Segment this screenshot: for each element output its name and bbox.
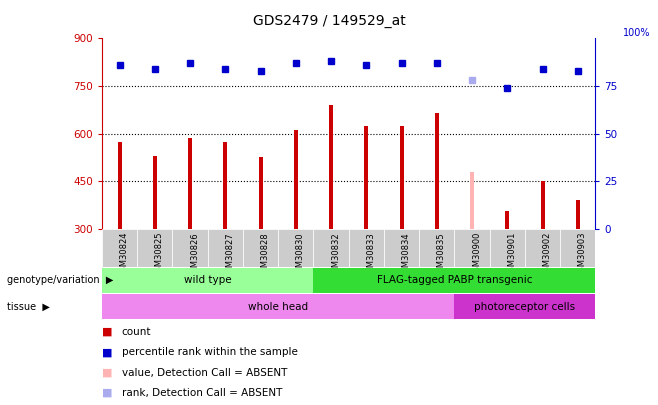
Text: GSM30834: GSM30834	[401, 232, 411, 277]
Bar	[365, 126, 368, 229]
Bar	[138, 229, 172, 267]
Text: GSM30826: GSM30826	[190, 232, 199, 277]
Bar	[490, 229, 525, 267]
Text: genotype/variation  ▶: genotype/variation ▶	[7, 275, 113, 286]
Bar	[293, 130, 298, 229]
Bar	[384, 229, 419, 267]
Bar	[435, 113, 439, 229]
Bar	[349, 229, 384, 267]
Bar	[208, 229, 243, 267]
Text: photoreceptor cells: photoreceptor cells	[474, 302, 576, 312]
Bar	[399, 126, 404, 229]
Text: ■: ■	[102, 388, 113, 398]
Bar	[188, 139, 192, 229]
Bar	[329, 105, 333, 229]
Text: ■: ■	[102, 327, 113, 337]
Bar	[419, 229, 455, 267]
Text: GSM30901: GSM30901	[507, 232, 517, 277]
Bar	[102, 294, 455, 320]
Bar	[259, 158, 263, 229]
Bar	[455, 294, 595, 320]
Text: value, Detection Call = ABSENT: value, Detection Call = ABSENT	[122, 368, 287, 377]
Text: count: count	[122, 327, 151, 337]
Text: GSM30903: GSM30903	[578, 232, 587, 277]
Text: whole head: whole head	[248, 302, 309, 312]
Bar	[313, 229, 349, 267]
Text: GSM30828: GSM30828	[261, 232, 270, 277]
Text: 100%: 100%	[622, 28, 650, 38]
Bar	[470, 172, 474, 229]
Text: GSM30830: GSM30830	[296, 232, 305, 277]
Bar	[525, 229, 560, 267]
Bar	[223, 142, 228, 229]
Bar	[313, 268, 595, 293]
Text: GDS2479 / 149529_at: GDS2479 / 149529_at	[253, 14, 405, 28]
Bar	[278, 229, 313, 267]
Text: GSM30825: GSM30825	[155, 232, 164, 277]
Bar	[540, 181, 545, 229]
Bar	[243, 229, 278, 267]
Text: GSM30902: GSM30902	[543, 232, 551, 277]
Bar	[505, 211, 509, 229]
Text: ■: ■	[102, 368, 113, 377]
Text: FLAG-tagged PABP transgenic: FLAG-tagged PABP transgenic	[377, 275, 532, 286]
Text: GSM30824: GSM30824	[120, 232, 128, 277]
Bar	[172, 229, 208, 267]
Bar	[560, 229, 595, 267]
Text: percentile rank within the sample: percentile rank within the sample	[122, 347, 297, 357]
Text: GSM30832: GSM30832	[331, 232, 340, 277]
Text: GSM30835: GSM30835	[437, 232, 446, 277]
Text: tissue  ▶: tissue ▶	[7, 302, 49, 312]
Bar	[102, 229, 138, 267]
Bar	[455, 229, 490, 267]
Text: GSM30833: GSM30833	[367, 232, 375, 278]
Bar	[153, 156, 157, 229]
Text: GSM30900: GSM30900	[472, 232, 481, 277]
Text: rank, Detection Call = ABSENT: rank, Detection Call = ABSENT	[122, 388, 282, 398]
Text: wild type: wild type	[184, 275, 232, 286]
Text: GSM30827: GSM30827	[225, 232, 234, 277]
Text: ■: ■	[102, 347, 113, 357]
Bar	[576, 200, 580, 229]
Bar	[118, 142, 122, 229]
Bar	[102, 268, 313, 293]
